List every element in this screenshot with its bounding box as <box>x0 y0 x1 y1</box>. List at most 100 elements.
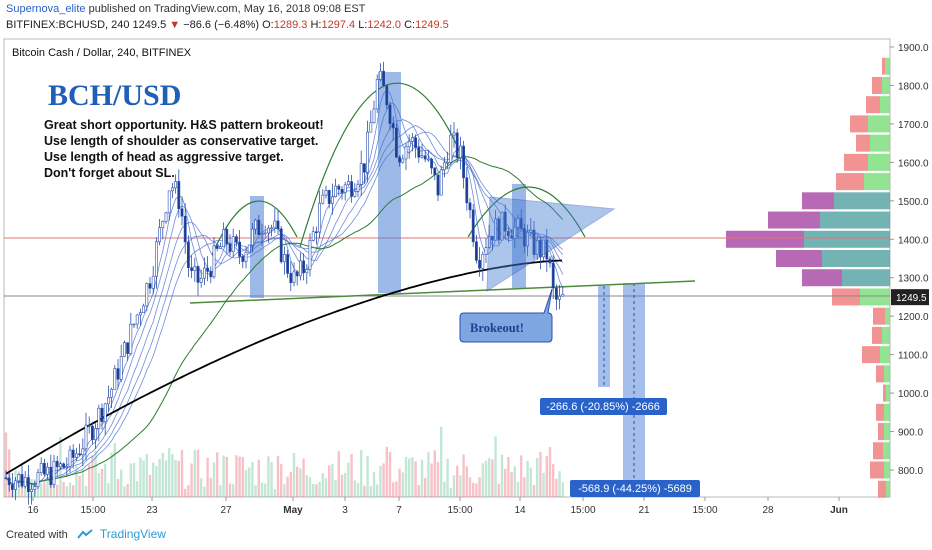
volume-bar <box>510 472 513 497</box>
callout-text: Brokeout! <box>470 321 524 335</box>
candle-body <box>158 227 162 243</box>
candle-body <box>23 477 27 487</box>
target1-label: -266.6 (-20.85%) -2666 <box>546 401 660 413</box>
volume-bar <box>312 484 315 497</box>
candle-body <box>372 108 376 124</box>
candle-body <box>241 256 245 262</box>
candle-body <box>298 260 302 277</box>
volume-bar <box>532 485 536 497</box>
volume-bar <box>36 482 40 497</box>
target1-label-bg <box>540 398 667 415</box>
volume-bar <box>462 454 465 497</box>
volume-bar <box>321 473 324 497</box>
candle-body <box>263 232 267 235</box>
volume-bar <box>395 481 398 497</box>
volume-bar <box>148 474 152 497</box>
candle-body <box>58 463 62 468</box>
candle-body <box>52 460 56 485</box>
volume-bar <box>187 485 190 497</box>
candle-body <box>414 137 418 148</box>
candle-body <box>526 232 530 247</box>
volume-bar <box>334 479 337 497</box>
candles <box>4 61 565 505</box>
profile-sell-bar <box>878 423 884 441</box>
price-chart[interactable]: Bitcoin Cash / Dollar, 240, BITFINEX BCH… <box>0 37 932 521</box>
volume-bar <box>209 477 212 497</box>
volume-bar <box>94 450 97 497</box>
tradingview-brand-link[interactable]: TradingView <box>99 527 166 541</box>
profile-sell-bar <box>873 442 883 460</box>
left-shoulder-box <box>250 196 264 298</box>
candle-body <box>244 251 248 262</box>
volume-bar <box>184 488 187 497</box>
author-link[interactable]: Supernova_elite <box>6 3 86 15</box>
profile-buy-bar <box>880 346 890 364</box>
volume-bar <box>382 463 385 497</box>
volume-bar <box>465 466 468 497</box>
candle-body <box>97 407 101 429</box>
candle-body <box>350 181 354 197</box>
volume-bar <box>219 485 222 497</box>
candle-body <box>123 342 126 357</box>
price-axis[interactable]: 800.0 900.0 1000.0 1100.0 1200.0 1300.0 1400.0… <box>890 43 929 477</box>
y-tick-label: 1500.0 <box>898 197 929 208</box>
volume-bar <box>100 468 104 497</box>
profile-buy-bar <box>884 365 890 383</box>
candle-body <box>222 229 226 248</box>
volume-bar <box>504 468 507 497</box>
volume-bar <box>129 463 132 497</box>
volume-bar <box>289 471 292 497</box>
volume-bar <box>366 455 369 497</box>
volume-bar <box>516 481 520 497</box>
close-label: C: <box>404 19 416 31</box>
candle-body <box>266 227 270 234</box>
volume-bar <box>430 463 433 497</box>
candle-body <box>446 161 450 164</box>
candle-body <box>126 342 130 354</box>
candle-body <box>286 254 290 274</box>
candle-body <box>65 466 69 468</box>
volume-bar <box>561 482 564 497</box>
volume-bar <box>65 486 68 497</box>
volume-bar <box>388 452 392 497</box>
y-tick-label: 1300.0 <box>898 274 929 285</box>
candle-body <box>522 228 526 247</box>
publish-info: Supernova_elite published on TradingView… <box>6 3 365 15</box>
volume-bar <box>276 455 280 497</box>
profile-buy-bar <box>882 76 890 94</box>
candle-body <box>142 305 146 313</box>
candle-body <box>391 123 395 129</box>
candle-body <box>484 247 488 255</box>
candle-body <box>91 425 94 441</box>
right-shoulder-arc <box>467 186 586 238</box>
volume-bar <box>280 464 283 497</box>
volume-bar <box>452 475 456 497</box>
candle-body <box>260 233 264 235</box>
volume-bar <box>360 450 363 497</box>
last-price: 1249.5 <box>132 19 167 31</box>
target2-label-bg <box>570 480 700 497</box>
candle-body <box>378 70 382 80</box>
y-tick-label: 1800.0 <box>898 81 929 92</box>
candle-body <box>500 211 504 241</box>
candle-body <box>426 158 430 161</box>
time-axis[interactable]: 16 15:00 23 27 May 3 7 15:00 14 15:00 21 15:00 28 Jun <box>27 497 848 516</box>
volume-bar <box>555 478 558 497</box>
candle-body <box>4 477 8 479</box>
candle-body <box>490 235 494 241</box>
candle-body <box>497 218 501 241</box>
candle-body <box>327 190 331 204</box>
candle-body <box>535 239 539 255</box>
candle-body <box>11 484 14 490</box>
volume-bar <box>212 462 216 497</box>
profile-buy-bar <box>884 461 890 479</box>
volume-bar <box>257 459 260 497</box>
candle-body <box>561 294 565 297</box>
volume-bar <box>126 484 129 497</box>
profile-buy-bar <box>884 423 890 441</box>
candle-body <box>20 474 24 487</box>
candle-body <box>151 275 155 289</box>
candle-body <box>302 260 306 274</box>
candle-body <box>510 235 514 239</box>
volume-bar <box>62 481 65 497</box>
